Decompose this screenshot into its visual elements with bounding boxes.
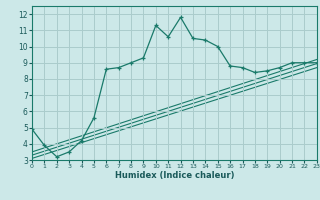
X-axis label: Humidex (Indice chaleur): Humidex (Indice chaleur): [115, 171, 234, 180]
